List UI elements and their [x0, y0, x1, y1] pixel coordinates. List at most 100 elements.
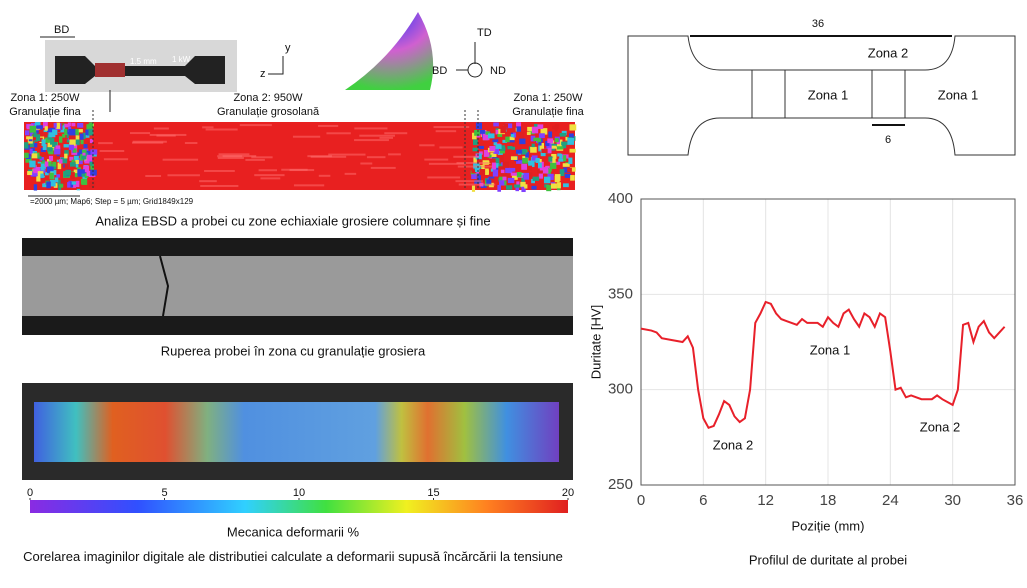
- grain: [483, 149, 490, 157]
- scale-text: =2000 µm; Map6; Step = 5 µm; Grid1849x12…: [30, 197, 194, 206]
- x-tick-label: 24: [882, 492, 899, 509]
- grain: [498, 166, 506, 173]
- grain: [500, 145, 505, 151]
- annotation: Zona 2: [713, 437, 753, 452]
- grain: [98, 142, 113, 145]
- specimen-outline: [627, 35, 1016, 156]
- grain: [419, 144, 435, 147]
- grain: [564, 173, 571, 178]
- grain: [439, 146, 463, 149]
- dimension: 6: [885, 134, 891, 146]
- colorbar-tick-label: 15: [427, 487, 439, 499]
- grain: [510, 156, 518, 160]
- grain: [473, 134, 481, 138]
- grain: [36, 175, 41, 182]
- grain: [568, 157, 573, 164]
- grain: [48, 132, 56, 138]
- grain: [472, 147, 478, 152]
- grain: [30, 130, 34, 137]
- plot-frame: [640, 198, 1016, 486]
- grain: [83, 144, 88, 149]
- grain: [520, 181, 526, 187]
- grain: [474, 170, 479, 174]
- grain: [89, 161, 94, 166]
- grain: [49, 179, 56, 187]
- grain: [502, 176, 507, 181]
- grain: [60, 125, 66, 129]
- annotation: Zona 2: [920, 419, 960, 434]
- grain: [30, 151, 37, 155]
- grain: [485, 131, 491, 135]
- y-tick-label: 400: [608, 190, 633, 207]
- grain: [528, 160, 535, 168]
- grain: [85, 150, 93, 156]
- grain: [132, 141, 164, 144]
- grain: [43, 161, 49, 167]
- grain: [526, 131, 531, 136]
- grain: [71, 122, 76, 127]
- grain: [84, 173, 88, 179]
- grain: [552, 157, 556, 163]
- grain: [521, 185, 526, 193]
- grain: [29, 148, 33, 155]
- grain: [557, 139, 563, 145]
- grain: [82, 174, 87, 181]
- photo-zone: [95, 63, 125, 77]
- grain: [561, 130, 567, 136]
- grain: [531, 126, 539, 134]
- grain: [535, 157, 540, 163]
- grain: [484, 170, 489, 174]
- grain: [204, 169, 235, 172]
- grain: [67, 182, 71, 188]
- grain: [539, 167, 547, 171]
- axis-label: TD: [477, 27, 492, 39]
- grain: [24, 152, 29, 158]
- ebsd-panel: BD 1.5 mm 1 kW y z TD BD ND Zona 1: 250W…: [9, 12, 585, 228]
- grain: [29, 141, 35, 148]
- grain: [471, 169, 477, 174]
- grain: [558, 158, 564, 162]
- grain: [527, 126, 534, 132]
- grain: [505, 123, 513, 129]
- grain: [29, 160, 36, 168]
- grain: [486, 179, 492, 185]
- grain: [49, 172, 54, 180]
- grain: [222, 155, 257, 158]
- grain: [47, 136, 53, 143]
- grain: [531, 185, 537, 190]
- grain: [531, 178, 535, 184]
- zone-label: Zona 2: 950W: [233, 92, 303, 104]
- grain: [492, 157, 500, 164]
- grain: [551, 145, 557, 149]
- grain: [90, 169, 97, 176]
- grain: [493, 122, 499, 127]
- grain: [33, 170, 38, 174]
- grain: [492, 138, 499, 143]
- grain: [536, 169, 543, 174]
- grain: [489, 158, 496, 164]
- grain: [563, 183, 569, 188]
- grain: [245, 158, 265, 161]
- grain: [508, 167, 516, 172]
- grain: [26, 136, 33, 140]
- grain: [75, 159, 79, 165]
- grain: [68, 135, 76, 140]
- grain: [509, 136, 515, 141]
- grain: [516, 160, 523, 164]
- grain: [516, 181, 520, 187]
- grain: [103, 158, 129, 161]
- grain: [71, 181, 77, 185]
- grain: [69, 181, 74, 188]
- grain: [537, 124, 544, 129]
- grain: [455, 180, 483, 183]
- grain: [53, 122, 57, 128]
- grain: [40, 163, 45, 171]
- grain: [507, 138, 515, 143]
- grain: [30, 171, 38, 177]
- grain: [521, 175, 525, 182]
- grain: [251, 156, 273, 159]
- grains: [24, 110, 577, 193]
- grain: [217, 156, 244, 159]
- grain: [546, 185, 552, 192]
- grain: [55, 156, 62, 160]
